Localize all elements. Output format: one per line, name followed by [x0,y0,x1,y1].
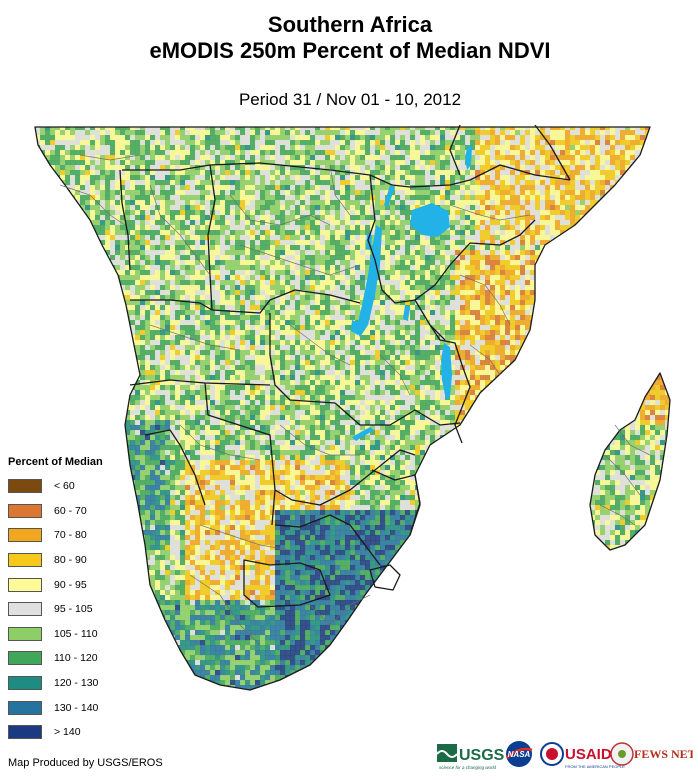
legend-label: 120 - 130 [54,677,99,690]
legend-label: 105 - 110 [54,627,98,640]
province-borders [59,154,651,646]
legend-label: 95 - 105 [54,603,93,616]
legend-label: 90 - 95 [54,578,87,591]
legend-label: 80 - 90 [54,554,87,567]
legend-swatch [8,528,42,543]
fews-net-wordmark: FEWS NET [634,747,693,761]
legend-item: < 60 [8,474,138,499]
legend-swatch [8,626,42,641]
lake-malawi [441,343,452,400]
agency-logos: USGS science for a changing world NASA U… [437,741,693,770]
lake-mweru [351,320,360,335]
legend-swatch [8,725,42,740]
legend-label: 130 - 140 [54,701,99,714]
usgs-wordmark: USGS [459,747,505,764]
legend-item: 130 - 140 [8,695,138,720]
usaid-logo: USAID FROM THE AMERICAN PEOPLE [540,742,625,769]
legend-item: > 140 [8,720,138,745]
legend: Percent of Median < 60 60 - 70 70 - 80 80 -… [8,456,138,745]
legend-swatch [8,553,42,568]
nasa-logo: NASA [506,741,533,767]
legend-swatch [8,503,42,518]
usgs-logo: USGS science for a changing world [437,744,505,770]
country-borders [34,125,671,691]
legend-swatch [8,651,42,666]
legend-item: 70 - 80 [8,523,138,548]
legend-title: Percent of Median [8,456,103,468]
lake-rukwa [403,305,410,321]
legend-item: 110 - 120 [8,646,138,671]
legend-swatch [8,577,42,592]
legend-label: > 140 [54,726,81,739]
map-title-line1: Southern Africa [267,12,433,37]
map-title-line2: eMODIS 250m Percent of Median NDVI [149,38,551,63]
usaid-wordmark: USAID [565,746,612,763]
usaid-tagline: FROM THE AMERICAN PEOPLE [565,764,625,769]
legend-label: < 60 [54,480,75,493]
legend-item: 80 - 90 [8,548,138,573]
lake-turkana [465,145,472,170]
legend-swatch [8,676,42,691]
legend-swatch [8,479,42,494]
map-period-subtitle: Period 31 / Nov 01 - 10, 2012 [238,90,462,109]
legend-item: 120 - 130 [8,671,138,696]
ndvi-map [34,125,671,691]
lake-tanganyika [356,225,382,337]
lake-victoria [410,203,450,237]
lake-kariba [352,427,374,441]
credit-text: Map Produced by USGS/EROS [8,757,163,769]
legend-swatch [8,700,42,715]
legend-item: 105 - 110 [8,622,138,647]
nasa-wordmark: NASA [508,750,531,759]
legend-item: 90 - 95 [8,572,138,597]
legend-label: 70 - 80 [54,529,87,542]
legend-item: 95 - 105 [8,597,138,622]
lakes [351,145,472,441]
legend-swatch [8,602,42,617]
legend-items: < 60 60 - 70 70 - 80 80 - 90 90 - 95 95 - 105… [8,474,138,745]
legend-label: 60 - 70 [54,504,87,517]
lake-albert [384,185,395,207]
legend-label: 110 - 120 [54,652,98,665]
legend-item: 60 - 70 [8,499,138,524]
fews-net-logo: FEWS NET [610,742,693,766]
usgs-tagline: science for a changing world [439,765,497,770]
